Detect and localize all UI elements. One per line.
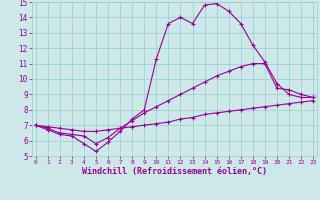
X-axis label: Windchill (Refroidissement éolien,°C): Windchill (Refroidissement éolien,°C) [82,167,267,176]
